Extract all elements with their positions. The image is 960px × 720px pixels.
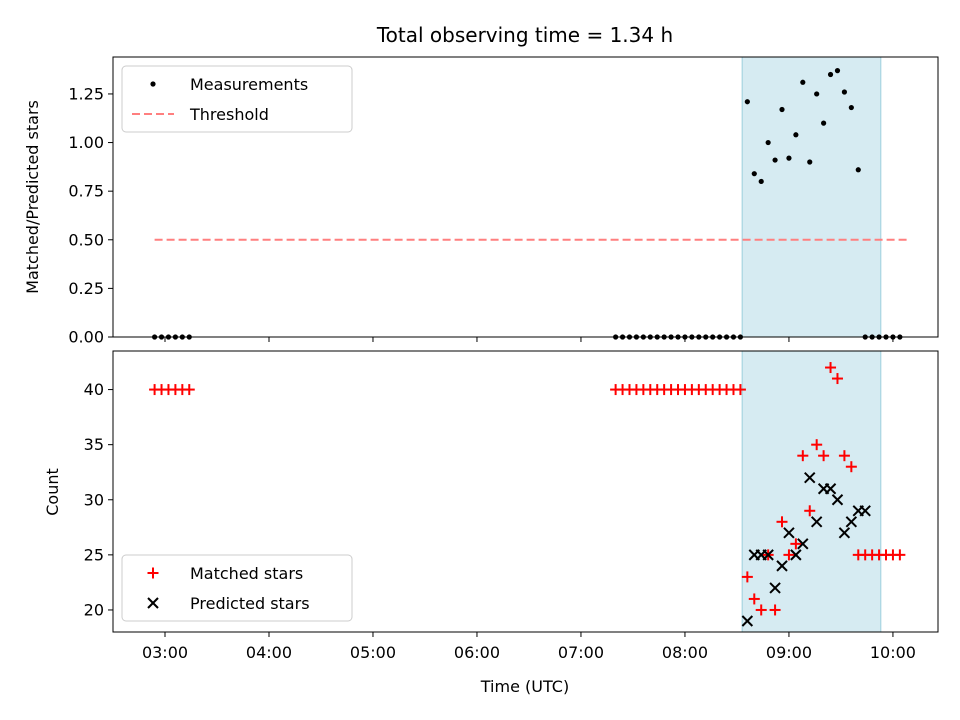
predicted-star-point	[859, 505, 871, 517]
bottom-y-tick-label: 35	[84, 435, 104, 454]
predicted-star-point	[762, 549, 774, 561]
measurement-point	[841, 89, 848, 95]
bottom-observing-window	[741, 350, 882, 633]
bottom-x-tick-label: 05:00	[350, 643, 396, 662]
matched-star-point	[748, 593, 760, 605]
matched-star-point	[845, 461, 857, 473]
matched-star-point	[811, 439, 823, 451]
top-x-ticks	[164, 337, 894, 342]
top-y-tick-label: 0.00	[68, 328, 104, 347]
predicted-star-point	[741, 615, 754, 627]
matched-star-point	[755, 604, 767, 616]
measurement-point	[827, 71, 834, 78]
bottom-legend: Matched stars Predicted stars	[121, 554, 353, 622]
matched-star-point	[825, 362, 837, 374]
top-y-tick-label: 0.50	[68, 230, 104, 249]
predicted-star-point	[797, 538, 809, 550]
predicted-star-point	[824, 483, 837, 495]
bottom-y-ticks: 20 25 30 35 40	[84, 380, 113, 619]
bottom-series-group	[149, 362, 906, 627]
top-y-axis-label: Matched/Predicted stars	[23, 100, 42, 294]
measurement-point	[834, 68, 841, 74]
legend-measurements-label: Measurements	[190, 75, 308, 94]
predicted-star-point	[769, 582, 781, 594]
bottom-x-tick-label: 09:00	[766, 643, 812, 662]
matched-star-point	[804, 505, 816, 517]
matched-star-point	[776, 516, 788, 528]
predicted-star-point	[790, 549, 802, 561]
top-legend: Measurements Threshold	[121, 65, 353, 133]
bottom-legend-box	[121, 554, 353, 622]
bottom-x-tick-label: 04:00	[246, 643, 292, 662]
bottom-plot-frame	[112, 350, 939, 633]
measurement-point	[779, 106, 785, 113]
top-y-tick-label: 0.25	[68, 279, 104, 298]
measurement-point	[744, 99, 750, 105]
matched-star-point	[894, 549, 906, 561]
measurement-point	[855, 167, 861, 173]
predicted-star-point	[831, 494, 844, 506]
measurement-point	[772, 157, 778, 163]
measurement-point	[800, 79, 806, 85]
matched-star-point	[183, 384, 195, 396]
bottom-x-axis-label: Time (UTC)	[480, 677, 569, 696]
top-legend-box	[121, 65, 353, 133]
matched-star-point	[734, 384, 746, 396]
top-chart: 0.00 0.25 0.50 0.75 1.00 1.25 Matched/Predict…	[23, 56, 939, 347]
measurement-point	[814, 91, 820, 97]
measurement-point	[821, 120, 827, 126]
measurement-point	[751, 171, 757, 177]
matched-star-point	[818, 450, 830, 462]
predicted-star-point	[845, 516, 858, 528]
predicted-star-point	[838, 527, 851, 539]
bottom-y-tick-label: 40	[84, 380, 104, 399]
legend-threshold-label: Threshold	[189, 105, 269, 124]
top-y-tick-label: 1.25	[68, 84, 104, 103]
matched-star-point	[741, 571, 753, 583]
bottom-x-ticks: 03:00 04:00 05:00 06:00 07:00 08:00 09:00 10:00	[142, 632, 916, 662]
measurement-point	[758, 178, 764, 185]
bottom-x-tick-label: 08:00	[662, 643, 708, 662]
measurement-point	[765, 139, 771, 146]
legend-predicted-label: Predicted stars	[190, 594, 310, 613]
top-y-tick-label: 0.75	[68, 182, 104, 201]
top-y-ticks: 0.00 0.25 0.50 0.75 1.00 1.25	[68, 84, 113, 347]
bottom-x-tick-label: 03:00	[142, 643, 188, 662]
measurement-point	[786, 155, 792, 161]
legend-measurements-marker	[150, 81, 156, 87]
measurement-point	[807, 159, 813, 165]
matched-star-point	[797, 450, 809, 462]
bottom-y-tick-label: 20	[84, 600, 104, 619]
bottom-y-tick-label: 30	[84, 490, 104, 509]
top-observing-window	[741, 56, 882, 338]
bottom-y-tick-label: 25	[84, 545, 104, 564]
measurement-point	[848, 104, 854, 111]
predicted-star-point	[776, 560, 788, 572]
bottom-observing-window-group	[741, 350, 882, 633]
top-plot-frame	[112, 56, 939, 338]
predicted-star-point	[783, 527, 795, 539]
bottom-x-tick-label: 07:00	[558, 643, 604, 662]
matched-star-point	[769, 604, 781, 616]
top-y-tick-label: 1.00	[68, 133, 104, 152]
matched-star-point	[790, 538, 802, 550]
top-observing-window-group	[741, 56, 882, 338]
predicted-star-point	[810, 516, 823, 528]
matched-star-point	[838, 450, 850, 462]
top-chart-title: Total observing time = 1.34 h	[376, 23, 673, 47]
predicted-star-point	[804, 472, 816, 484]
legend-matched-label: Matched stars	[190, 564, 303, 583]
bottom-y-axis-label: Count	[43, 468, 62, 516]
matched-star-point	[783, 549, 795, 561]
legend-predicted-marker	[147, 597, 159, 609]
bottom-x-tick-label: 10:00	[870, 643, 916, 662]
matched-star-point	[831, 373, 843, 385]
bottom-x-tick-label: 06:00	[454, 643, 500, 662]
measurement-point	[793, 132, 799, 138]
legend-matched-marker	[147, 567, 159, 579]
bottom-chart: 20 25 30 35 40 03:00 04:00 05:00 06:00 07:00 08:0…	[43, 350, 939, 696]
